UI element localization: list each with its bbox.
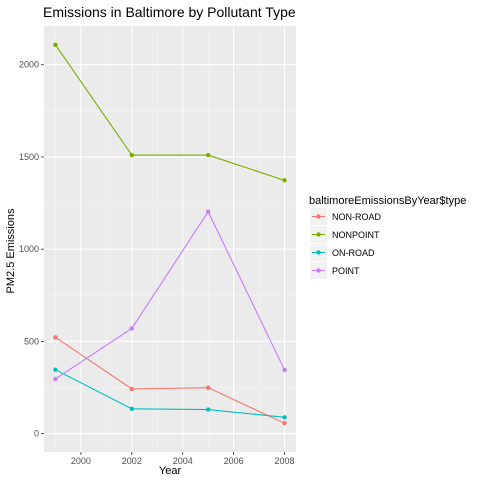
legend-key-point bbox=[316, 250, 321, 255]
x-tick-label: 2000 bbox=[71, 456, 91, 466]
legend-key-point bbox=[316, 268, 321, 273]
y-axis-label: PM2.5 Emissions bbox=[5, 208, 17, 293]
data-point-point bbox=[282, 367, 287, 373]
x-tick-label: 2002 bbox=[122, 456, 142, 466]
data-point-non-road bbox=[205, 385, 211, 390]
legend-title: baltimoreEmissionsByYear$type bbox=[309, 195, 466, 207]
series-line-non-road bbox=[55, 336, 285, 424]
y-axis: 0 500 1000 1500 2000 bbox=[19, 60, 44, 439]
legend-key-point bbox=[316, 214, 321, 219]
x-axis: 2000 2002 2004 2006 2008 bbox=[71, 452, 295, 466]
y-tick-label: 0 bbox=[34, 429, 39, 439]
legend-label-on-road: ON-ROAD bbox=[332, 248, 375, 258]
series-nonpoint bbox=[53, 42, 287, 183]
legend-items: NON-ROAD NONPOINT ON-ROAD POINT bbox=[310, 208, 381, 279]
y-tick-label: 500 bbox=[24, 336, 39, 346]
series-layer bbox=[53, 42, 287, 426]
legend-item-on-road: ON-ROAD bbox=[310, 244, 375, 261]
data-point-non-road bbox=[53, 335, 58, 340]
series-line-point bbox=[55, 210, 286, 380]
data-point-nonpoint bbox=[205, 152, 211, 158]
major-gridlines bbox=[44, 26, 296, 452]
x-tick-label: 2008 bbox=[275, 456, 295, 466]
data-point-nonpoint bbox=[129, 152, 135, 158]
legend-label-point: POINT bbox=[332, 266, 360, 276]
data-point-point bbox=[129, 326, 135, 331]
series-line-on-road bbox=[55, 369, 285, 418]
data-point-nonpoint bbox=[282, 178, 287, 183]
legend-item-nonpoint: NONPOINT bbox=[310, 226, 380, 243]
data-point-point bbox=[205, 209, 211, 214]
legend-key-point bbox=[316, 232, 321, 237]
data-point-on-road bbox=[205, 407, 211, 412]
data-point-non-road bbox=[282, 421, 287, 426]
legend-label-non-road: NON-ROAD bbox=[332, 212, 381, 222]
data-point-on-road bbox=[282, 415, 287, 420]
series-line-nonpoint bbox=[54, 44, 285, 181]
legend: baltimoreEmissionsByYear$type NON-ROADNO… bbox=[309, 195, 466, 279]
plot-panel bbox=[44, 26, 296, 452]
chart-title: Emissions in Baltimore by Pollutant Type bbox=[43, 4, 296, 20]
legend-item-non-road: NON-ROAD bbox=[310, 208, 381, 225]
x-tick-label: 2006 bbox=[224, 456, 244, 466]
legend-item-point: POINT bbox=[310, 262, 360, 279]
series-point bbox=[53, 209, 287, 382]
x-axis-label: Year bbox=[159, 465, 182, 477]
data-point-nonpoint bbox=[53, 42, 58, 48]
legend-label-nonpoint: NONPOINT bbox=[332, 230, 380, 240]
y-tick-label: 1000 bbox=[19, 244, 39, 254]
data-point-on-road bbox=[53, 367, 58, 372]
data-point-on-road bbox=[129, 406, 135, 412]
series-non-road bbox=[53, 335, 287, 426]
data-point-point bbox=[53, 376, 58, 382]
y-tick-label: 2000 bbox=[19, 60, 39, 70]
x-tick-label: 2004 bbox=[173, 456, 193, 466]
series-on-road bbox=[53, 367, 287, 420]
minor-gridlines bbox=[44, 26, 296, 452]
y-tick-label: 1500 bbox=[19, 152, 39, 162]
data-point-non-road bbox=[129, 386, 135, 392]
